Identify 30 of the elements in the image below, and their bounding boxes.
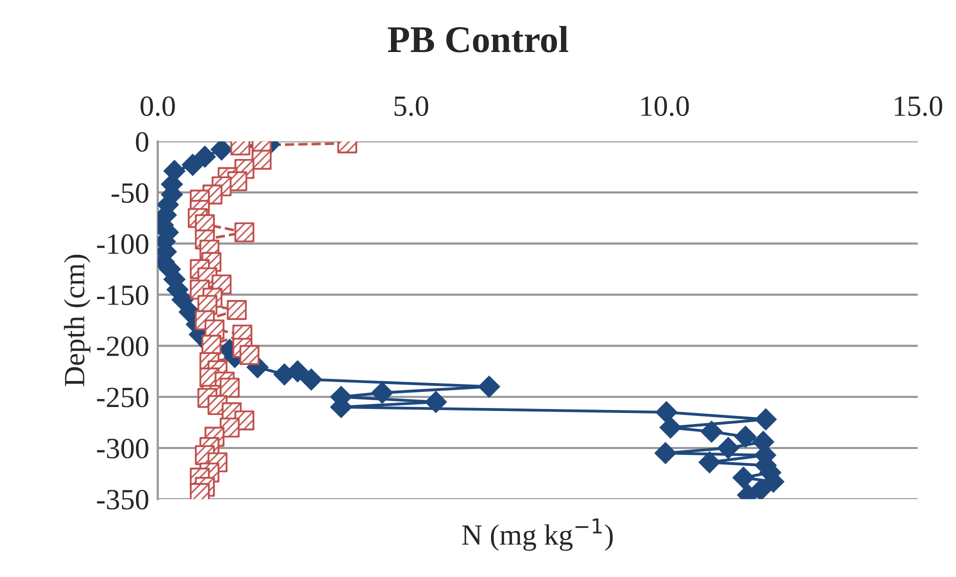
chart-title: PB Control — [388, 26, 568, 52]
x-tick-label: 0.0 — [140, 96, 175, 116]
point — [734, 426, 757, 448]
x-tick-label: 10.0 — [641, 96, 689, 116]
point — [371, 382, 394, 404]
point — [659, 416, 682, 439]
y-tick-label: 0 — [136, 132, 148, 152]
y-tick-label: -200 — [97, 336, 148, 356]
y-tick-label: -250 — [97, 388, 148, 408]
point — [754, 408, 777, 431]
y-axis-title: Depth (cm) — [64, 254, 90, 386]
point — [698, 451, 721, 474]
x-tick-label: 5.0 — [394, 96, 428, 116]
y-tick-label: -350 — [97, 490, 148, 510]
point — [717, 436, 740, 460]
y-tick-label: -100 — [97, 234, 148, 254]
point — [424, 390, 448, 414]
point — [654, 442, 677, 464]
x-axis-title: N (mg kg$^{−1}$) — [462, 518, 613, 551]
point — [655, 401, 678, 424]
x-tick-label: 15.0 — [894, 96, 942, 116]
y-tick-label: -150 — [97, 285, 148, 306]
y-tick-label: -300 — [97, 438, 148, 458]
point — [732, 466, 755, 489]
y-tick-label: -50 — [112, 183, 148, 203]
point — [478, 375, 500, 398]
point — [182, 154, 204, 176]
point — [300, 368, 322, 391]
point — [700, 420, 723, 443]
point — [194, 146, 216, 168]
